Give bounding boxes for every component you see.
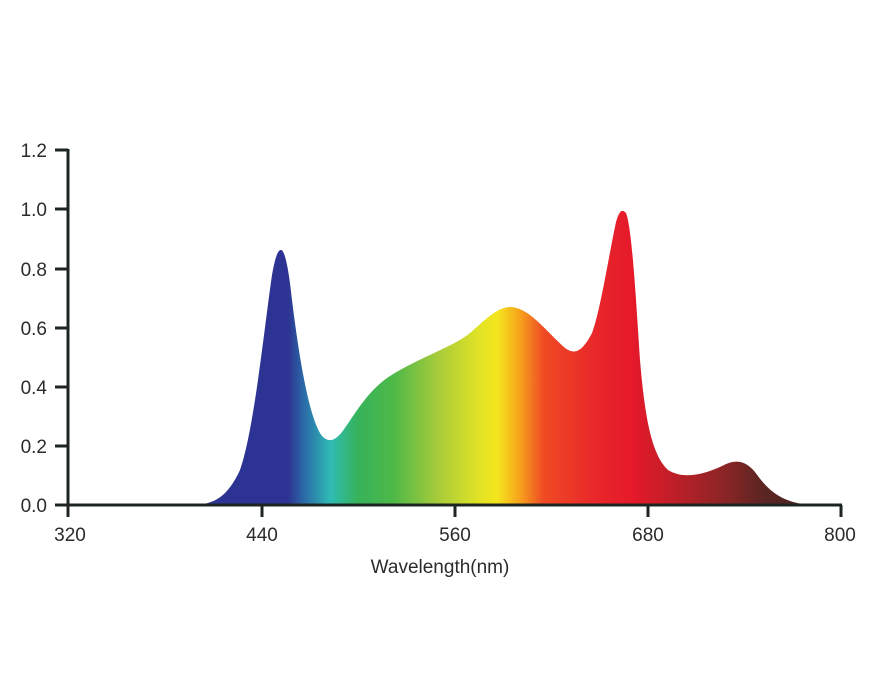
x-tick-label: 680 bbox=[632, 525, 664, 546]
y-tick-label: 1.2 bbox=[21, 141, 47, 162]
y-tick-label: 0.6 bbox=[21, 319, 47, 340]
spectrum-area bbox=[195, 210, 810, 505]
y-tick-label: 0.2 bbox=[21, 437, 47, 458]
x-tick-label: 320 bbox=[54, 525, 86, 546]
y-ticks bbox=[55, 148, 68, 448]
x-tick-label: 440 bbox=[246, 525, 278, 546]
y-tick-label: 0.4 bbox=[21, 378, 48, 399]
x-tick-label: 800 bbox=[824, 525, 856, 546]
y-tick-labels: 1.2 1.0 0.8 0.6 0.4 0.2 0.0 bbox=[21, 141, 48, 517]
x-tick-label: 560 bbox=[439, 525, 471, 546]
x-ticks bbox=[66, 505, 843, 517]
x-axis-title: Wavelength(nm) bbox=[371, 557, 510, 578]
y-tick-label: 0.0 bbox=[21, 496, 47, 517]
x-tick-labels: 320 440 560 680 800 bbox=[54, 525, 856, 546]
y-tick-label: 1.0 bbox=[21, 200, 47, 221]
y-tick-label: 0.8 bbox=[21, 260, 47, 281]
